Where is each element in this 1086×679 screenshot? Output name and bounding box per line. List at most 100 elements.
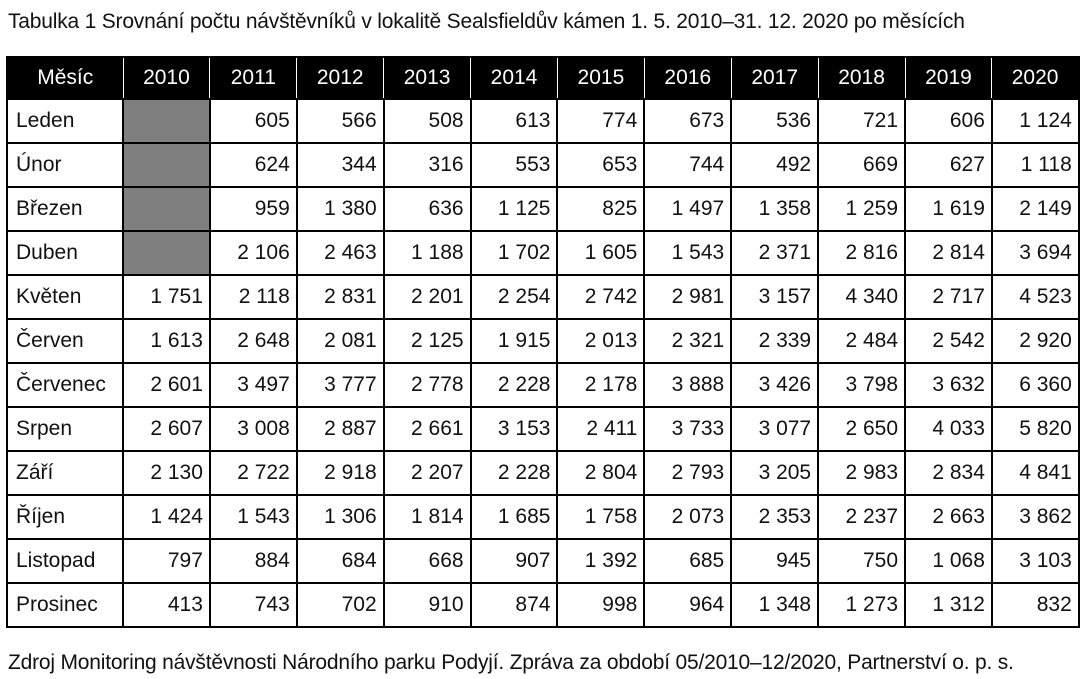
table-body: Leden 605 566 508 613 774 673 536 721 606 1 124 Úno…: [6, 98, 1080, 628]
value-cell: 1 915: [469, 318, 559, 364]
value-cell: 5 820: [990, 406, 1080, 452]
header-row: Měsíc 2010 2011 2012 2013 2014 2015 2016 2017 201…: [6, 56, 1080, 100]
value-cell: 2 834: [904, 450, 993, 496]
value-cell: 1 424: [122, 494, 211, 540]
value-cell: 2 411: [556, 406, 646, 452]
month-cell: Říjen: [6, 494, 124, 540]
month-cell: Duben: [6, 230, 124, 276]
value-cell: 627: [904, 142, 993, 188]
value-cell: 743: [208, 582, 298, 628]
value-cell: 1 259: [817, 186, 907, 232]
value-cell: 744: [643, 142, 733, 188]
value-cell: 1 125: [469, 186, 559, 232]
value-cell: 2 073: [643, 494, 733, 540]
value-cell: 2 663: [904, 494, 993, 540]
month-cell: Květen: [6, 274, 124, 320]
value-cell: 2 722: [208, 450, 298, 496]
value-cell: 2 321: [643, 318, 733, 364]
value-cell: 2 793: [643, 450, 733, 496]
value-cell: 750: [817, 538, 907, 584]
table-row: Říjen 1 424 1 543 1 306 1 814 1 685 1 758 2 073…: [6, 494, 1080, 540]
value-cell: 4 033: [904, 406, 993, 452]
value-cell: 3 733: [643, 406, 733, 452]
value-cell: 1 619: [904, 186, 993, 232]
visitor-table: Měsíc 2010 2011 2012 2013 2014 2015 2016 2017 201…: [6, 56, 1080, 628]
value-cell: 832: [990, 582, 1080, 628]
value-cell: 2 918: [295, 450, 385, 496]
value-cell: 669: [817, 142, 907, 188]
value-cell: 6 360: [990, 362, 1080, 408]
table-row: Listopad 797 884 684 668 907 1 392 685 945 750 1 0…: [6, 538, 1080, 584]
value-cell: 2 804: [556, 450, 646, 496]
value-cell: 2 831: [295, 274, 385, 320]
value-cell: 2 353: [730, 494, 820, 540]
value-cell: 673: [643, 98, 733, 144]
value-cell: 2 201: [382, 274, 472, 320]
table-row: Červenec 2 601 3 497 3 777 2 778 2 228 2 178 3 …: [6, 362, 1080, 408]
value-cell: 3 426: [730, 362, 820, 408]
value-cell: 2 601: [122, 362, 211, 408]
value-cell: 2 742: [556, 274, 646, 320]
value-cell: 910: [382, 582, 472, 628]
value-cell: 998: [556, 582, 646, 628]
value-cell: 3 205: [730, 450, 820, 496]
value-cell: 3 157: [730, 274, 820, 320]
value-cell: 1 124: [990, 98, 1080, 144]
value-cell: 4 523: [990, 274, 1080, 320]
table-row: Únor 624 344 316 553 653 744 492 669 627 1 118: [6, 142, 1080, 188]
value-cell: 3 777: [295, 362, 385, 408]
table-row: Září 2 130 2 722 2 918 2 207 2 228 2 804 2 793 3…: [6, 450, 1080, 496]
value-cell: 2 130: [122, 450, 211, 496]
value-cell: 492: [730, 142, 820, 188]
value-cell: 3 798: [817, 362, 907, 408]
source-note: Zdroj Monitoring návštěvnosti Národního …: [8, 651, 1014, 674]
month-cell: Červen: [6, 318, 124, 364]
value-cell: 684: [295, 538, 385, 584]
value-cell: 2 228: [469, 450, 559, 496]
value-cell: 1 685: [469, 494, 559, 540]
value-cell: 2 981: [643, 274, 733, 320]
value-cell: 2 542: [904, 318, 993, 364]
month-cell: Leden: [6, 98, 124, 144]
value-cell: 1 543: [208, 494, 298, 540]
missing-data-cell: [122, 98, 211, 144]
value-cell: 1 702: [469, 230, 559, 276]
value-cell: 721: [817, 98, 907, 144]
value-cell: 2 118: [208, 274, 298, 320]
value-cell: 2 207: [382, 450, 472, 496]
value-cell: 1 188: [382, 230, 472, 276]
value-cell: 2 717: [904, 274, 993, 320]
value-cell: 907: [469, 538, 559, 584]
header-year: 2010: [122, 56, 211, 100]
month-cell: Září: [6, 450, 124, 496]
value-cell: 636: [382, 186, 472, 232]
value-cell: 3 632: [904, 362, 993, 408]
value-cell: 2 463: [295, 230, 385, 276]
value-cell: 1 273: [817, 582, 907, 628]
value-cell: 344: [295, 142, 385, 188]
month-cell: Únor: [6, 142, 124, 188]
value-cell: 1 613: [122, 318, 211, 364]
value-cell: 2 081: [295, 318, 385, 364]
missing-data-cell: [122, 142, 211, 188]
value-cell: 3 077: [730, 406, 820, 452]
header-year: 2018: [817, 56, 906, 100]
value-cell: 959: [208, 186, 298, 232]
value-cell: 884: [208, 538, 298, 584]
month-cell: Prosinec: [6, 582, 124, 628]
missing-data-cell: [122, 186, 211, 232]
header-year: 2019: [904, 56, 993, 100]
header-month: Měsíc: [6, 56, 124, 100]
table-row: Duben 2 106 2 463 1 188 1 702 1 605 1 543 2 371…: [6, 230, 1080, 276]
value-cell: 1 814: [382, 494, 472, 540]
value-cell: 874: [469, 582, 559, 628]
value-cell: 3 153: [469, 406, 559, 452]
table-header: Měsíc 2010 2011 2012 2013 2014 2015 2016 2017 201…: [6, 56, 1080, 100]
value-cell: 945: [730, 538, 820, 584]
value-cell: 1 358: [730, 186, 820, 232]
value-cell: 4 841: [990, 450, 1080, 496]
value-cell: 825: [556, 186, 646, 232]
header-year: 2012: [296, 56, 385, 100]
value-cell: 1 392: [556, 538, 646, 584]
value-cell: 3 862: [990, 494, 1080, 540]
